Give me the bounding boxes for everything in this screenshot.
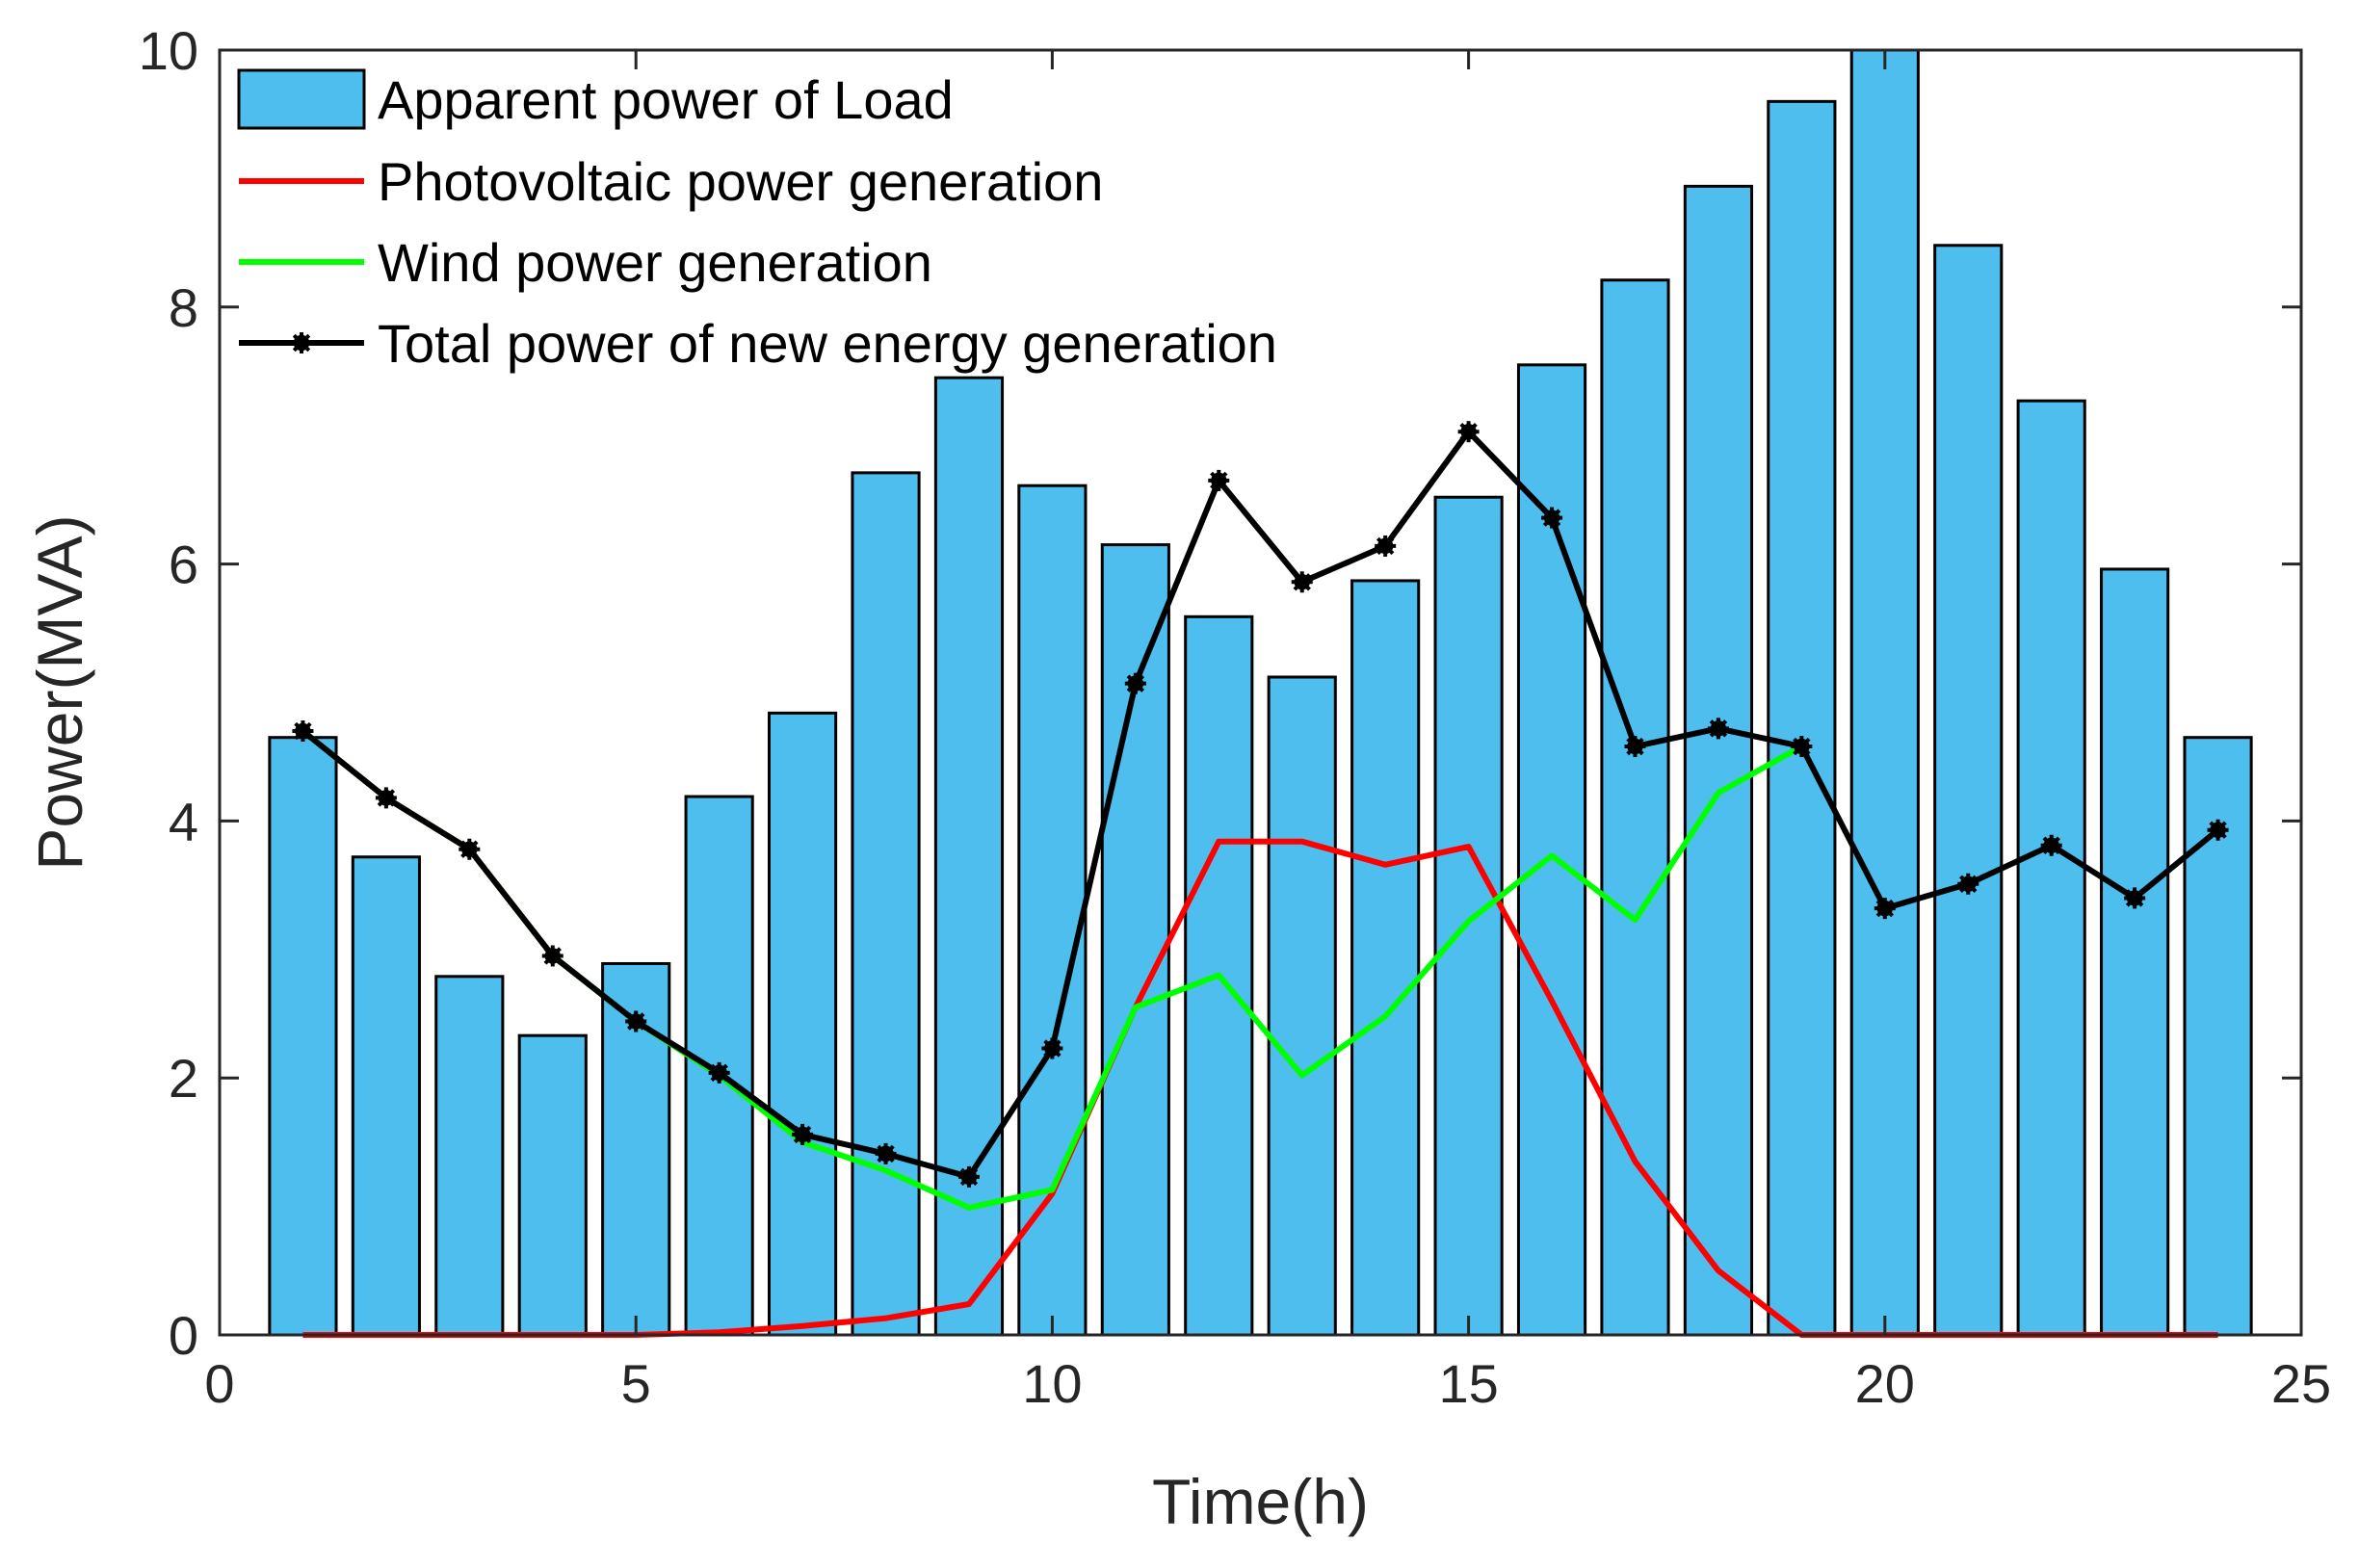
y-tick-label-0: 0 xyxy=(169,1305,198,1366)
load-bar-18 xyxy=(1683,184,1753,1337)
marker-stroke xyxy=(543,947,562,965)
marker-stroke xyxy=(1709,719,1728,738)
legend-swatch xyxy=(237,68,366,130)
legend-label: Apparent power of Load xyxy=(378,69,954,130)
y-tick-label-4: 4 xyxy=(169,791,198,851)
marker-stroke xyxy=(1793,737,1811,756)
marker-stroke xyxy=(1542,509,1561,527)
load-bar-9 xyxy=(933,376,1005,1337)
marker-stroke xyxy=(877,1144,895,1163)
y-axis-title: Power(MVA) xyxy=(24,514,95,870)
load-bar-4 xyxy=(517,1033,588,1337)
total-power-of-new-energy-generation-marker-13 xyxy=(1291,571,1313,593)
axes-box xyxy=(218,48,2303,1337)
marker-stroke xyxy=(1376,536,1395,556)
total-power-of-new-energy-generation-marker-22 xyxy=(2040,834,2062,856)
load-bar-13 xyxy=(1267,675,1337,1337)
load-bar-1 xyxy=(268,736,338,1337)
load-bar-21 xyxy=(1933,244,2004,1337)
marker-stroke xyxy=(1043,1039,1062,1058)
marker-stroke xyxy=(1875,899,1894,918)
total-power-of-new-energy-generation-line xyxy=(301,429,2220,1180)
plot-layer xyxy=(268,48,2253,1338)
legend-label: Wind power generation xyxy=(378,232,932,293)
load-bar-14 xyxy=(1350,579,1421,1337)
marker-stroke xyxy=(1293,573,1311,591)
load-bar-19 xyxy=(1767,99,1837,1337)
x-tick-label-5: 5 xyxy=(621,1353,651,1414)
load-bar-11 xyxy=(1100,543,1170,1337)
total-power-of-new-energy-generation-marker-14 xyxy=(1375,535,1397,557)
total-power-of-new-energy-generation-marker-5 xyxy=(625,1010,647,1032)
total-power-of-new-energy-generation-marker-7 xyxy=(792,1123,814,1145)
legend-label: Photovoltaic power generation xyxy=(378,151,1103,212)
marker-stroke xyxy=(2209,821,2227,839)
marker-stroke xyxy=(2042,836,2060,854)
total-power-of-new-energy-generation-marker-6 xyxy=(708,1061,730,1084)
total-power-of-new-energy-generation-marker-23 xyxy=(2124,887,2146,909)
marker-stroke xyxy=(627,1012,645,1031)
marker-stroke xyxy=(959,1167,979,1187)
legend-entry-apparent-power-of-load: Apparent power of Load xyxy=(237,68,954,130)
marker-stroke xyxy=(294,721,312,741)
total-power-of-new-energy-generation-marker-21 xyxy=(1957,873,1979,895)
load-bar-3 xyxy=(434,975,505,1337)
load-bar-2 xyxy=(351,855,421,1337)
load-bar-23 xyxy=(2100,567,2170,1337)
y-tick-label-2: 2 xyxy=(169,1048,198,1109)
ticks-layer: 0 5 10 15 20 25 0 2 4 6 8 10 xyxy=(139,20,2331,1414)
legend-entry-wind-power-generation: Wind power generation xyxy=(239,232,932,293)
legend-entry-total-power-of-new-energy-generation: Total power of new energy generation xyxy=(239,313,1277,374)
total-power-of-new-energy-generation-marker-11 xyxy=(1124,672,1146,694)
load-bar-17 xyxy=(1600,278,1670,1337)
legend-label: Total power of new energy generation xyxy=(378,313,1277,374)
x-tick-label-0: 0 xyxy=(204,1353,234,1414)
total-power-of-new-energy-generation-marker-16 xyxy=(1541,507,1563,529)
marker-stroke xyxy=(1126,674,1145,693)
load-bar-22 xyxy=(2016,399,2086,1337)
x-tick-label-20: 20 xyxy=(1855,1353,1915,1414)
marker-stroke xyxy=(460,840,479,858)
y-tick-label-10: 10 xyxy=(139,20,198,81)
x-tick-label-15: 15 xyxy=(1438,1353,1498,1414)
x-tick-label-10: 10 xyxy=(1022,1353,1082,1414)
total-power-of-new-energy-generation-marker-24 xyxy=(2207,819,2229,841)
legend-entry-photovoltaic-power-generation: Photovoltaic power generation xyxy=(239,151,1103,212)
marker-stroke xyxy=(1959,875,1978,893)
marker-stroke xyxy=(1626,737,1644,756)
total-power-of-new-energy-generation-marker-15 xyxy=(1457,421,1480,443)
marker-stroke xyxy=(793,1125,812,1144)
load-bar-8 xyxy=(851,471,921,1337)
legend: Apparent power of Load Photovoltaic power… xyxy=(237,68,1277,374)
total-power-of-new-energy-generation-marker-10 xyxy=(1041,1037,1063,1059)
marker-stroke xyxy=(2125,889,2144,907)
load-bar-15 xyxy=(1433,495,1504,1337)
y-tick-label-8: 8 xyxy=(169,277,198,338)
total-power-of-new-energy-generation-marker-12 xyxy=(1208,469,1230,491)
total-power-of-new-energy-generation-marker-8 xyxy=(875,1142,897,1164)
load-bar-20 xyxy=(1849,48,1920,1337)
marker-stroke xyxy=(1210,471,1228,490)
y-tick-label-6: 6 xyxy=(169,535,198,595)
marker-stroke xyxy=(292,333,311,353)
marker-stroke xyxy=(710,1063,728,1083)
total-power-of-new-energy-generation-marker-19 xyxy=(1791,736,1813,758)
total-power-of-new-energy-generation-marker-18 xyxy=(1707,718,1729,740)
load-bar-10 xyxy=(1017,483,1088,1337)
x-tick-label-25: 25 xyxy=(2271,1353,2331,1414)
total-power-of-new-energy-generation-marker-2 xyxy=(375,787,397,809)
total-power-of-new-energy-generation-marker-9 xyxy=(957,1165,980,1188)
total-power-of-new-energy-generation-marker-17 xyxy=(1624,736,1646,758)
total-power-of-new-energy-generation-marker-1 xyxy=(292,720,314,743)
total-power-of-new-energy-generation-marker-4 xyxy=(541,945,564,967)
marker-stroke xyxy=(377,789,396,807)
load-bar-7 xyxy=(768,711,838,1337)
marker-stroke xyxy=(1459,423,1478,441)
total-power-of-new-energy-generation-marker-20 xyxy=(1874,898,1896,920)
legend-marker xyxy=(291,332,312,353)
x-axis-title: Time(h) xyxy=(1152,1466,1369,1537)
total-power-of-new-energy-generation-marker-3 xyxy=(459,838,481,860)
